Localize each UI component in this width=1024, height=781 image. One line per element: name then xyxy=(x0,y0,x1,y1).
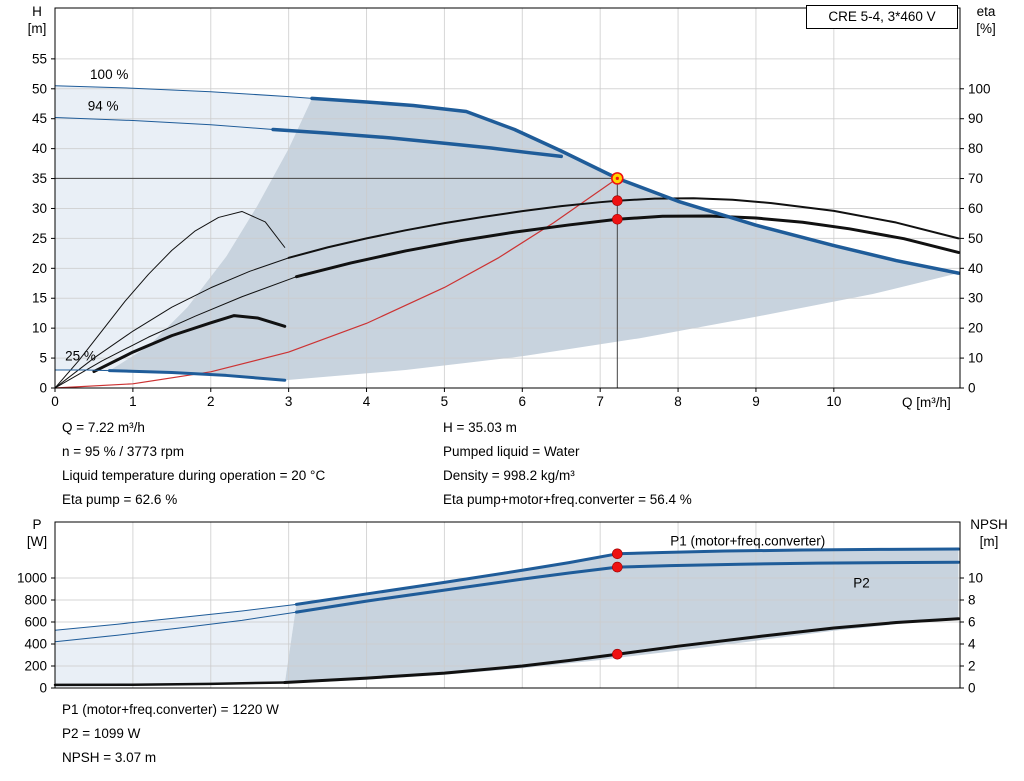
svg-text:0: 0 xyxy=(51,394,59,409)
info-head: H = 35.03 m xyxy=(443,420,517,435)
hq-eta-chart: 0510152025303540455055010203040506070809… xyxy=(28,4,996,410)
duty-info-left: Q = 7.22 m³/h n = 95 % / 3773 rpm Liquid… xyxy=(62,416,325,512)
svg-text:4: 4 xyxy=(968,636,976,651)
svg-text:4: 4 xyxy=(363,394,371,409)
svg-text:[m]: [m] xyxy=(28,21,47,36)
info-eta-pump: Eta pump = 62.6 % xyxy=(62,492,178,507)
svg-text:6: 6 xyxy=(519,394,527,409)
svg-text:2: 2 xyxy=(968,658,976,673)
svg-text:200: 200 xyxy=(24,658,47,673)
svg-text:0: 0 xyxy=(39,381,47,396)
svg-text:NPSH: NPSH xyxy=(970,517,1008,532)
info-p1: P1 (motor+freq.converter) = 1220 W xyxy=(62,702,279,717)
svg-text:15: 15 xyxy=(32,291,47,306)
svg-text:55: 55 xyxy=(32,51,47,66)
svg-text:60: 60 xyxy=(968,201,983,216)
svg-text:8: 8 xyxy=(968,592,976,607)
svg-text:25: 25 xyxy=(32,231,47,246)
svg-text:50: 50 xyxy=(968,231,983,246)
info-pumped-liquid: Pumped liquid = Water xyxy=(443,444,580,459)
svg-text:30: 30 xyxy=(968,291,983,306)
svg-text:100: 100 xyxy=(968,81,991,96)
svg-text:40: 40 xyxy=(32,141,47,156)
svg-text:6: 6 xyxy=(968,614,976,629)
svg-text:0: 0 xyxy=(968,681,976,696)
pump-model-title: CRE 5-4, 3*460 V xyxy=(806,5,958,29)
svg-text:20: 20 xyxy=(32,261,47,276)
svg-text:600: 600 xyxy=(24,614,47,629)
svg-text:100 %: 100 % xyxy=(90,67,128,82)
svg-text:70: 70 xyxy=(968,171,983,186)
svg-text:9: 9 xyxy=(752,394,760,409)
svg-text:90: 90 xyxy=(968,111,983,126)
svg-text:5: 5 xyxy=(441,394,449,409)
svg-text:H: H xyxy=(32,4,42,19)
svg-text:1000: 1000 xyxy=(17,570,47,585)
svg-text:94 %: 94 % xyxy=(88,98,119,113)
svg-text:5: 5 xyxy=(39,351,47,366)
svg-text:P2: P2 xyxy=(853,575,870,590)
info-speed: n = 95 % / 3773 rpm xyxy=(62,444,184,459)
svg-text:400: 400 xyxy=(24,636,47,651)
svg-text:eta: eta xyxy=(977,4,996,19)
duty-info-right: H = 35.03 m Pumped liquid = Water Densit… xyxy=(443,416,692,512)
svg-text:10: 10 xyxy=(968,570,983,585)
svg-text:[W]: [W] xyxy=(27,534,47,549)
svg-text:30: 30 xyxy=(32,201,47,216)
svg-text:50: 50 xyxy=(32,81,47,96)
svg-text:P: P xyxy=(32,517,41,532)
svg-text:Q [m³/h]: Q [m³/h] xyxy=(902,395,951,410)
info-npsh: NPSH = 3.07 m xyxy=(62,750,157,765)
svg-text:2: 2 xyxy=(207,394,215,409)
power-npsh-chart: 0 200 400 600 800 1000 0 2 4 6 8 10 P [W] NPSH [m] P1 (m… xyxy=(17,517,1008,696)
svg-text:0: 0 xyxy=(968,381,976,396)
info-eta-total: Eta pump+motor+freq.converter = 56.4 % xyxy=(443,492,692,507)
svg-text:20: 20 xyxy=(968,321,983,336)
svg-text:1: 1 xyxy=(129,394,137,409)
info-p2: P2 = 1099 W xyxy=(62,726,141,741)
info-liquid-temp: Liquid temperature during operation = 20… xyxy=(62,468,326,483)
svg-text:25 %: 25 % xyxy=(65,348,96,363)
svg-text:10: 10 xyxy=(826,394,841,409)
svg-text:P1 (motor+freq.converter): P1 (motor+freq.converter) xyxy=(670,534,825,549)
info-density: Density = 998.2 kg/m³ xyxy=(443,468,575,483)
svg-text:0: 0 xyxy=(39,681,47,696)
svg-text:35: 35 xyxy=(32,171,47,186)
svg-text:10: 10 xyxy=(32,321,47,336)
svg-text:800: 800 xyxy=(24,592,47,607)
svg-text:10: 10 xyxy=(968,351,983,366)
svg-text:80: 80 xyxy=(968,141,983,156)
svg-text:7: 7 xyxy=(596,394,604,409)
svg-text:[%]: [%] xyxy=(976,21,996,36)
svg-text:3: 3 xyxy=(285,394,293,409)
power-info: P1 (motor+freq.converter) = 1220 W P2 = … xyxy=(62,698,279,770)
svg-text:45: 45 xyxy=(32,111,47,126)
svg-text:[m]: [m] xyxy=(980,534,999,549)
info-flow: Q = 7.22 m³/h xyxy=(62,420,145,435)
svg-text:8: 8 xyxy=(674,394,682,409)
svg-text:40: 40 xyxy=(968,261,983,276)
